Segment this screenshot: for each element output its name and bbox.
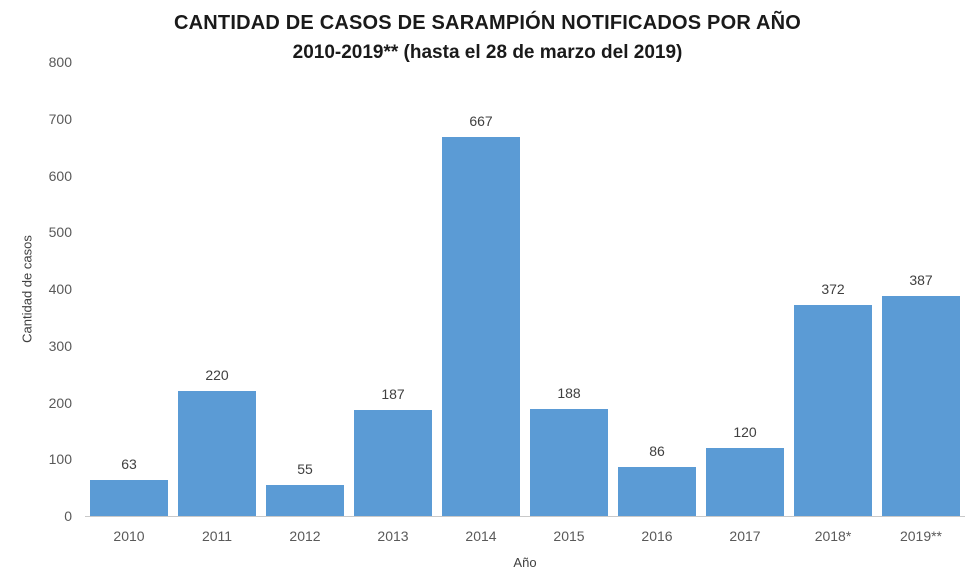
bar-column: 220 2011 (173, 62, 261, 544)
bar-value-label: 387 (909, 272, 933, 289)
bar-value-label: 120 (733, 423, 757, 440)
bar-column: 55 2012 (261, 62, 349, 544)
x-tick-label: 2014 (465, 528, 497, 544)
bar-value-label: 372 (821, 280, 845, 297)
bar-column: 86 2016 (613, 62, 701, 544)
bar (178, 391, 256, 516)
x-tick-label: 2010 (113, 528, 145, 544)
x-tick-label: 2013 (377, 528, 409, 544)
bar-value-label: 667 (469, 113, 493, 130)
bar (266, 484, 344, 516)
bar-value-label: 187 (381, 385, 405, 402)
chart-subtitle: 2010-2019** (hasta el 28 de marzo del 20… (292, 42, 683, 63)
bar-column: 387 2019** (877, 62, 965, 544)
y-tick-label: 400 (48, 281, 72, 297)
bar (706, 447, 784, 516)
bar-column: 187 2013 (349, 62, 437, 544)
bar-value-label: 55 (297, 460, 313, 477)
x-tick-label: 2016 (641, 528, 673, 544)
x-axis-label: Año (513, 555, 537, 570)
x-tick-label: 2011 (201, 528, 233, 544)
bars: 63 2010 220 2011 55 2012 187 2013 667 2014 188 2015… (85, 62, 965, 544)
chart-title: CANTIDAD DE CASOS DE SARAMPIÓN NOTIFICAD… (173, 12, 802, 34)
y-axis-ticks: 0 100 200 300 400 500 600 700 800 (0, 54, 75, 524)
bar (442, 137, 520, 516)
bar-column: 372 2018* (789, 62, 877, 544)
bar-column: 667 2014 (437, 62, 525, 544)
bar-column: 120 2017 (701, 62, 789, 544)
bar-column: 188 2015 (525, 62, 613, 544)
bar-value-label: 188 (557, 385, 581, 402)
x-tick-label: 2019** (899, 528, 943, 544)
y-tick-label: 100 (48, 451, 72, 468)
x-tick-label: 2017 (729, 528, 761, 544)
y-tick-label: 0 (64, 508, 72, 524)
bar (530, 409, 608, 516)
bar (354, 409, 432, 516)
x-tick-label: 2012 (289, 528, 321, 544)
y-tick-label: 800 (48, 54, 72, 70)
x-tick-label: 2018* (814, 528, 852, 544)
y-tick-label: 500 (48, 224, 72, 241)
bar-value-label: 220 (205, 367, 229, 384)
bar (618, 467, 696, 516)
bar-value-label: 86 (649, 443, 665, 460)
bar (882, 296, 960, 516)
bar (794, 304, 872, 516)
x-tick-label: 2015 (553, 528, 585, 544)
bar (90, 480, 168, 516)
y-tick-label: 700 (48, 110, 72, 127)
bar-column: 63 2010 (85, 62, 173, 544)
y-tick-label: 300 (48, 337, 72, 354)
plot-area: 63 2010 220 2011 55 2012 187 2013 667 2014 188 2015… (85, 62, 965, 544)
y-tick-label: 600 (48, 167, 72, 184)
bar-value-label: 63 (121, 456, 137, 473)
y-tick-label: 200 (48, 394, 72, 411)
